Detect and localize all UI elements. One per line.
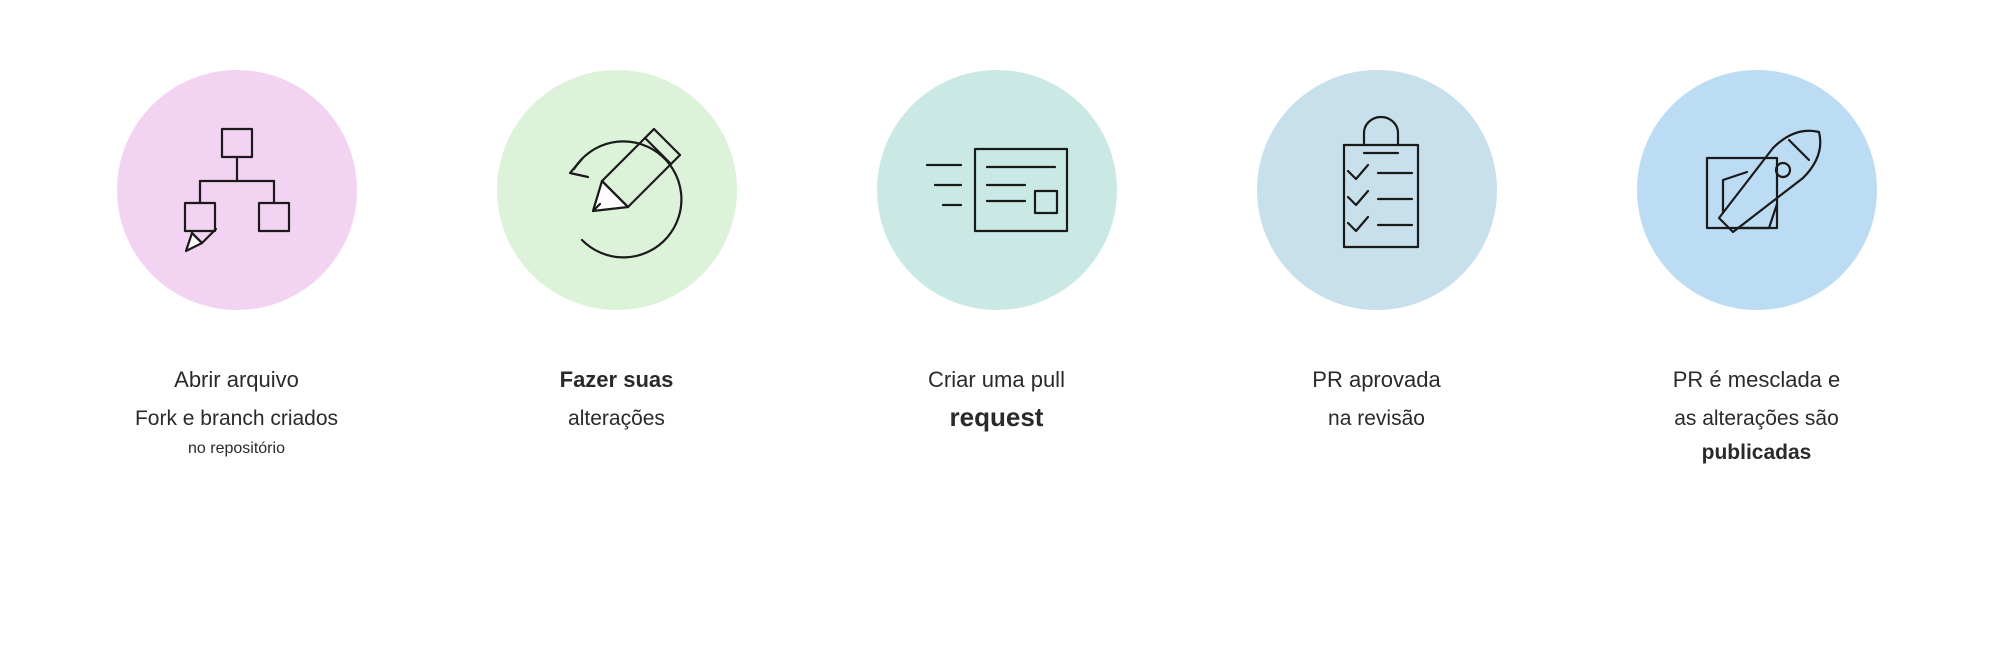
circle-make-changes: [497, 70, 737, 310]
step-fork-branch: Abrir arquivo Fork e branch criados no r…: [72, 70, 402, 469]
circle-create-pr: [877, 70, 1117, 310]
step-create-pr: Criar uma pull request: [832, 70, 1162, 469]
step-1-line-2: Fork e branch criados: [135, 402, 338, 436]
step-4-line-1: PR aprovada: [1312, 358, 1440, 402]
circle-fork-branch: [117, 70, 357, 310]
step-make-changes: Fazer suas alterações: [452, 70, 782, 469]
step-label-4: PR aprovada na revisão: [1312, 358, 1440, 436]
process-flow: Abrir arquivo Fork e branch criados no r…: [72, 70, 1922, 469]
edit-pencil-icon: [542, 115, 692, 265]
circle-pr-merged: [1637, 70, 1877, 310]
step-pr-merged: PR é mesclada e as alterações são public…: [1592, 70, 1922, 469]
step-5-line-2: as alterações são: [1673, 402, 1841, 436]
step-4-line-2: na revisão: [1312, 402, 1440, 436]
step-label-3: Criar uma pull request: [928, 358, 1065, 433]
step-label-1: Abrir arquivo Fork e branch criados no r…: [135, 358, 338, 461]
step-2-line-2: alterações: [560, 402, 674, 436]
rocket-icon: [1677, 110, 1837, 270]
step-label-2: Fazer suas alterações: [560, 358, 674, 436]
circle-pr-approved: [1257, 70, 1497, 310]
branch-tree-icon: [162, 115, 312, 265]
step-5-line-1: PR é mesclada e: [1673, 358, 1841, 402]
step-1-line-3: no repositório: [135, 436, 338, 462]
step-3-line-2: request: [928, 402, 1065, 433]
step-2-line-1: Fazer suas: [560, 358, 674, 402]
submit-form-icon: [917, 115, 1077, 265]
step-5-line-3: publicadas: [1673, 436, 1841, 470]
checklist-icon: [1302, 115, 1452, 265]
step-1-line-1: Abrir arquivo: [135, 358, 338, 402]
step-pr-approved: PR aprovada na revisão: [1212, 70, 1542, 469]
step-3-line-1: Criar uma pull: [928, 358, 1065, 402]
step-label-5: PR é mesclada e as alterações são public…: [1673, 358, 1841, 469]
